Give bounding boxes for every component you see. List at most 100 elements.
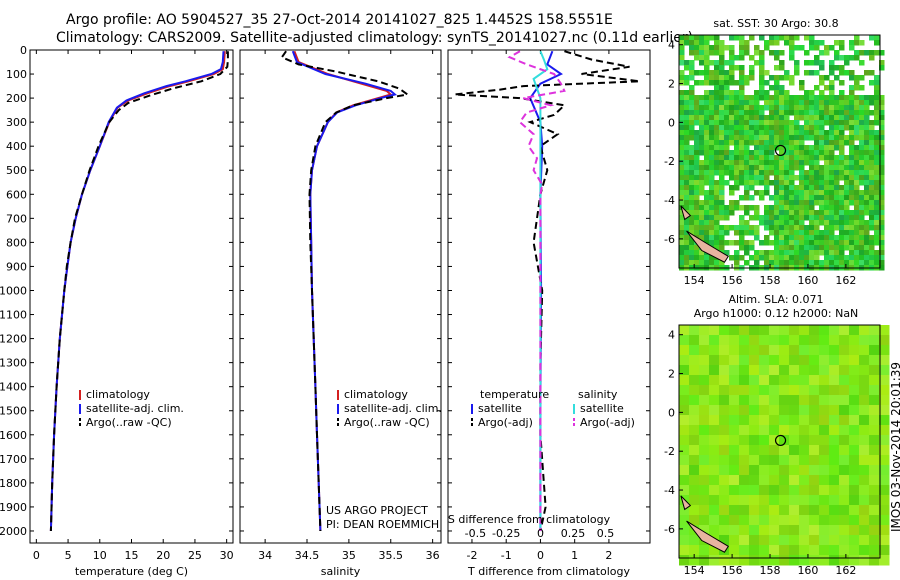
sat-sst-cell [869, 165, 875, 171]
sat-sst-cell [809, 165, 815, 171]
sat-sst-cell [809, 180, 815, 186]
altim-sla-map-frame [678, 324, 881, 559]
sat-sst-cell [724, 125, 730, 131]
altim-sla-cell [699, 425, 710, 436]
sat-sst-cell [709, 185, 715, 191]
salinity-annotation: US ARGO PROJECT [326, 504, 428, 517]
altim-sla-cell [749, 525, 760, 536]
sat-sst-cell [764, 215, 770, 221]
sat-sst-cell [704, 205, 710, 211]
sat-sst-cell [819, 50, 825, 56]
sat-sst-cell [739, 230, 745, 236]
sat-sst-cell [869, 95, 875, 101]
sat-sst-cell [689, 245, 695, 251]
sat-sst-cell [749, 130, 755, 136]
sat-sst-cell [814, 165, 820, 171]
sat-sst-cell [739, 215, 745, 221]
sat-sst-cell [714, 190, 720, 196]
sat-sst-cell [764, 180, 770, 186]
sat-sst-cell [684, 110, 690, 116]
sat-sst-cell [824, 135, 830, 141]
sat-sst-cell [684, 240, 690, 246]
y-tick-label: 300 [6, 116, 27, 129]
altim-sla-cell [799, 385, 810, 396]
sat-sst-cell [794, 125, 800, 131]
sat-sst-cell [809, 205, 815, 211]
sat-sst-cell [799, 190, 805, 196]
sat-sst-cell [714, 205, 720, 211]
sat-sst-cell [739, 235, 745, 241]
altim-sla-cell [779, 465, 790, 476]
difference-top-x-tick-label: 0.5 [597, 527, 615, 540]
sat-sst-cell [804, 245, 810, 251]
sat-sst-cell [749, 140, 755, 146]
sat-sst-cell [839, 150, 845, 156]
sat-sst-cell [819, 250, 825, 256]
altim-sla-cell [879, 325, 890, 336]
sat-sst-cell [864, 120, 870, 126]
sat-sst-cell [724, 230, 730, 236]
sat-sst-cell [869, 155, 875, 161]
altim-sla-cell [799, 535, 810, 546]
sat-sst-cell [824, 130, 830, 136]
sat-sst-cell [829, 250, 835, 256]
altim-sla-cell [769, 335, 780, 346]
altim-sla-cell [719, 495, 730, 506]
sat-sst-cell [844, 175, 850, 181]
sat-sst-cell [869, 225, 875, 231]
sat-sst-cell [794, 220, 800, 226]
sat-sst-cell [839, 155, 845, 161]
sat-sst-cell [804, 115, 810, 121]
altim-sla-cell [679, 325, 690, 336]
sat-sst-cell [679, 105, 685, 111]
sat-sst-cell [679, 110, 685, 116]
altim-sla-cell [809, 505, 820, 516]
sat-sst-cell [829, 100, 835, 106]
sat-sst-cell [819, 210, 825, 216]
sat-sst-cell [699, 260, 705, 266]
sat-sst-cell [804, 145, 810, 151]
temperature-x-tick-label: 5 [65, 549, 72, 562]
sat-sst-cell [749, 115, 755, 121]
sat-sst-cell [839, 195, 845, 201]
sat-sst-cell [774, 100, 780, 106]
sat-sst-cell [799, 225, 805, 231]
sat-sst-cell [804, 170, 810, 176]
difference-series-2 [532, 50, 549, 531]
y-tick-label: 2000 [0, 525, 27, 538]
sat-sst-cell [789, 105, 795, 111]
altim-sla-cell [809, 545, 820, 556]
altim-sla-cell [849, 365, 860, 376]
altim-sla-cell [769, 475, 780, 486]
sat-sst-cell [829, 165, 835, 171]
altim-sla-cell [689, 495, 700, 506]
sat-sst-cell [754, 140, 760, 146]
altim-sla-cell [739, 405, 750, 416]
sat-sst-cell [819, 110, 825, 116]
sat-sst-cell [824, 195, 830, 201]
difference-legend-label: satellite [580, 402, 624, 415]
sat-sst-cell [719, 190, 725, 196]
altim-sla-cell [719, 355, 730, 366]
sat-sst-cell [714, 40, 720, 46]
sat-sst-cell [689, 180, 695, 186]
altim-sla-cell [839, 455, 850, 466]
sat-sst-cell [809, 230, 815, 236]
sat-sst-cell [709, 50, 715, 56]
sat-sst-cell [719, 130, 725, 136]
altim-sla-cell [789, 455, 800, 466]
sat-sst-cell [679, 150, 685, 156]
sat-sst-cell [734, 135, 740, 141]
sat-sst-cell [769, 35, 775, 41]
sat-sst-cell [874, 75, 880, 81]
sat-sst-cell [774, 95, 780, 101]
altim-sla-cell [749, 355, 760, 366]
sat-sst-cell [879, 65, 885, 71]
sat-sst-cell [829, 45, 835, 51]
salinity-x-tick-label: 35 [342, 549, 356, 562]
sat-sst-cell [839, 65, 845, 71]
sat-sst-cell [684, 95, 690, 101]
sat-sst-cell [824, 240, 830, 246]
sat-sst-cell [764, 130, 770, 136]
sat-sst-cell [694, 175, 700, 181]
